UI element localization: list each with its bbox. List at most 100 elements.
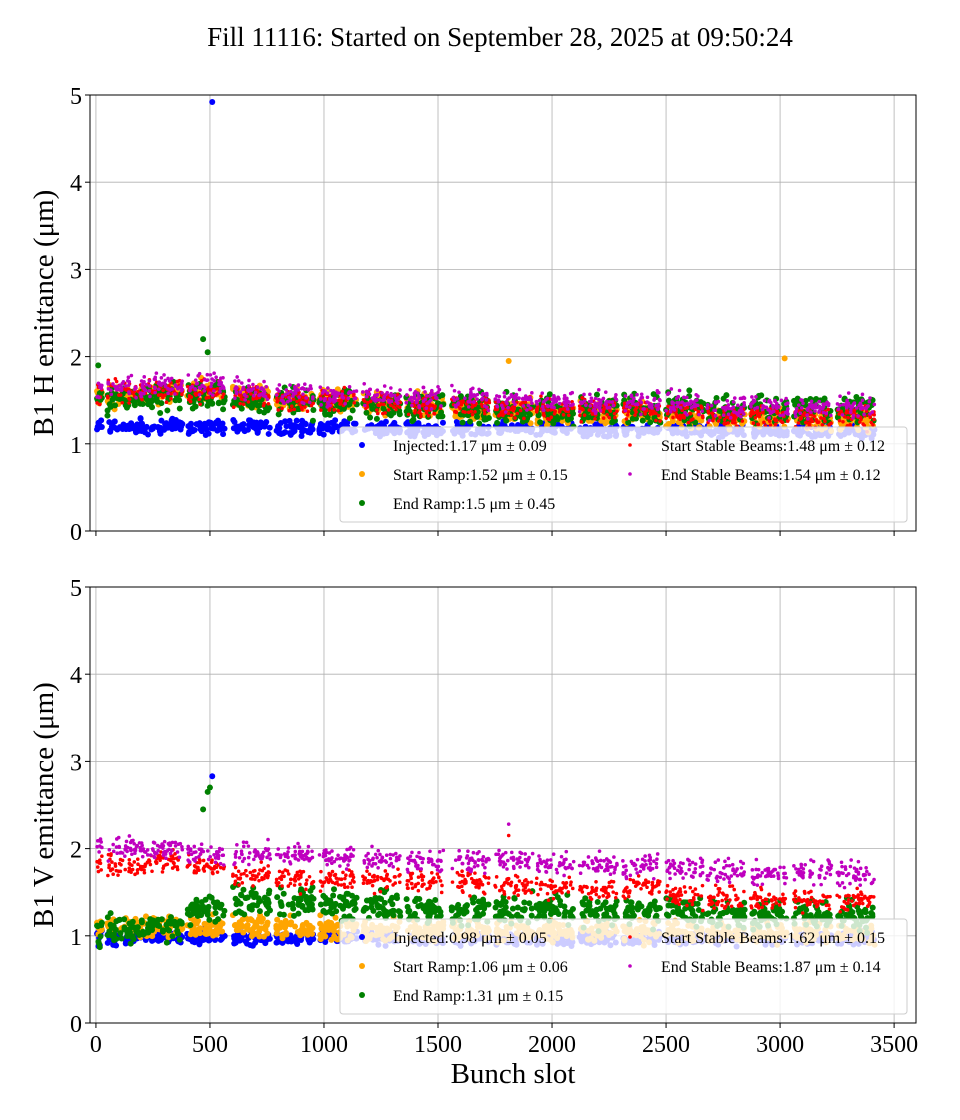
point-end-ramp [686, 387, 693, 394]
point-injected [305, 937, 312, 944]
point-end-stable-beams [603, 390, 608, 394]
point-end-stable-beams [732, 410, 736, 414]
point-start-stable-beams [725, 415, 729, 419]
point-end-stable-beams [807, 405, 811, 409]
point-end-stable-beams [468, 396, 472, 400]
point-start-stable-beams [545, 408, 550, 412]
point-end-stable-beams [681, 395, 686, 400]
point-start-stable-beams [189, 395, 194, 399]
point-end-ramp [367, 414, 374, 421]
point-start-stable-beams [167, 383, 171, 388]
point-start-stable-beams [767, 419, 772, 424]
point-injected [196, 420, 203, 427]
point-end-stable-beams [675, 404, 680, 409]
point-start-stable-beams [612, 411, 617, 416]
point-end-stable-beams [692, 404, 697, 408]
point-end-stable-beams [300, 400, 304, 405]
point-start-stable-beams [340, 389, 345, 394]
point-end-stable-beams [829, 413, 833, 418]
point-start-stable-beams [755, 408, 760, 413]
point-injected [234, 425, 241, 432]
point-injected [255, 424, 262, 431]
point-end-stable-beams [851, 402, 856, 406]
point-start-ramp [527, 420, 534, 427]
point-end-stable-beams [768, 409, 772, 413]
point-end-ramp [526, 411, 533, 418]
point-start-stable-beams [120, 401, 125, 405]
point-start-stable-beams [844, 411, 849, 415]
point-start-stable-beams [819, 416, 823, 420]
point-end-stable-beams [176, 386, 180, 391]
point-end-stable-beams [726, 403, 731, 407]
point-end-stable-beams [334, 390, 338, 395]
point-end-stable-beams [762, 405, 767, 409]
point-end-stable-beams [812, 405, 817, 410]
point-end-stable-beams [439, 404, 443, 408]
point-end-stable-beams [468, 393, 473, 398]
point-end-stable-beams [109, 388, 113, 392]
point-end-stable-beams [328, 403, 332, 408]
point-end-stable-beams [115, 388, 119, 392]
point-start-stable-beams [801, 413, 805, 417]
point-start-stable-beams [395, 393, 400, 397]
point-injected [220, 431, 227, 438]
point-start-stable-beams [582, 413, 587, 417]
point-end-ramp [476, 420, 483, 427]
point-injected [378, 420, 385, 427]
point-end-stable-beams [705, 406, 709, 410]
point-end-stable-beams [805, 413, 810, 417]
point-end-stable-beams [521, 396, 525, 401]
point-end-ramp [261, 409, 268, 416]
point-start-stable-beams [615, 409, 619, 414]
point-start-stable-beams [762, 420, 766, 425]
point-end-ramp [466, 418, 473, 425]
point-start-stable-beams [686, 420, 691, 425]
point-end-stable-beams [794, 406, 799, 411]
point-end-stable-beams [666, 391, 671, 395]
point-end-stable-beams [386, 398, 391, 403]
point-injected [299, 417, 306, 424]
point-injected [98, 423, 105, 430]
point-end-stable-beams [283, 392, 288, 397]
point-end-stable-beams [284, 388, 289, 392]
point-start-stable-beams [391, 405, 396, 409]
point-start-stable-beams [386, 408, 391, 412]
point-end-stable-beams [588, 404, 593, 408]
point-end-stable-beams [370, 396, 375, 400]
point-end-stable-beams [685, 402, 690, 407]
point-start-stable-beams [309, 403, 314, 408]
point-end-stable-beams [851, 413, 856, 418]
point-start-stable-beams [342, 385, 347, 390]
point-end-stable-beams [484, 397, 489, 402]
point-start-stable-beams [375, 408, 379, 412]
point-end-stable-beams [799, 406, 804, 410]
point-end-stable-beams [208, 391, 212, 396]
point-start-stable-beams [394, 407, 398, 412]
point-start-stable-beams [648, 409, 653, 413]
point-start-stable-beams [295, 399, 299, 404]
point-injected [200, 937, 207, 944]
point-end-stable-beams [849, 407, 853, 412]
point-end-stable-beams [632, 396, 636, 401]
x-tick-label: 2000 [528, 1032, 576, 1058]
point-end-stable-beams [139, 394, 144, 399]
point-start-stable-beams [671, 415, 675, 420]
point-end-ramp [551, 414, 558, 421]
point-end-stable-beams [452, 398, 457, 403]
point-end-ramp [164, 407, 171, 414]
point-end-stable-beams [716, 399, 721, 404]
point-injected [338, 421, 345, 428]
point-end-stable-beams [138, 391, 143, 396]
point-end-stable-beams [582, 399, 587, 403]
point-end-stable-beams [652, 398, 656, 402]
point-injected [209, 773, 216, 780]
point-end-stable-beams [205, 378, 210, 382]
point-end-stable-beams [713, 413, 718, 418]
point-end-stable-beams [212, 389, 216, 393]
point-end-ramp [215, 399, 222, 406]
point-start-stable-beams [803, 420, 808, 425]
point-start-stable-beams [291, 397, 296, 402]
point-end-stable-beams [540, 405, 545, 409]
point-end-stable-beams [740, 396, 744, 401]
point-injected [217, 936, 224, 943]
